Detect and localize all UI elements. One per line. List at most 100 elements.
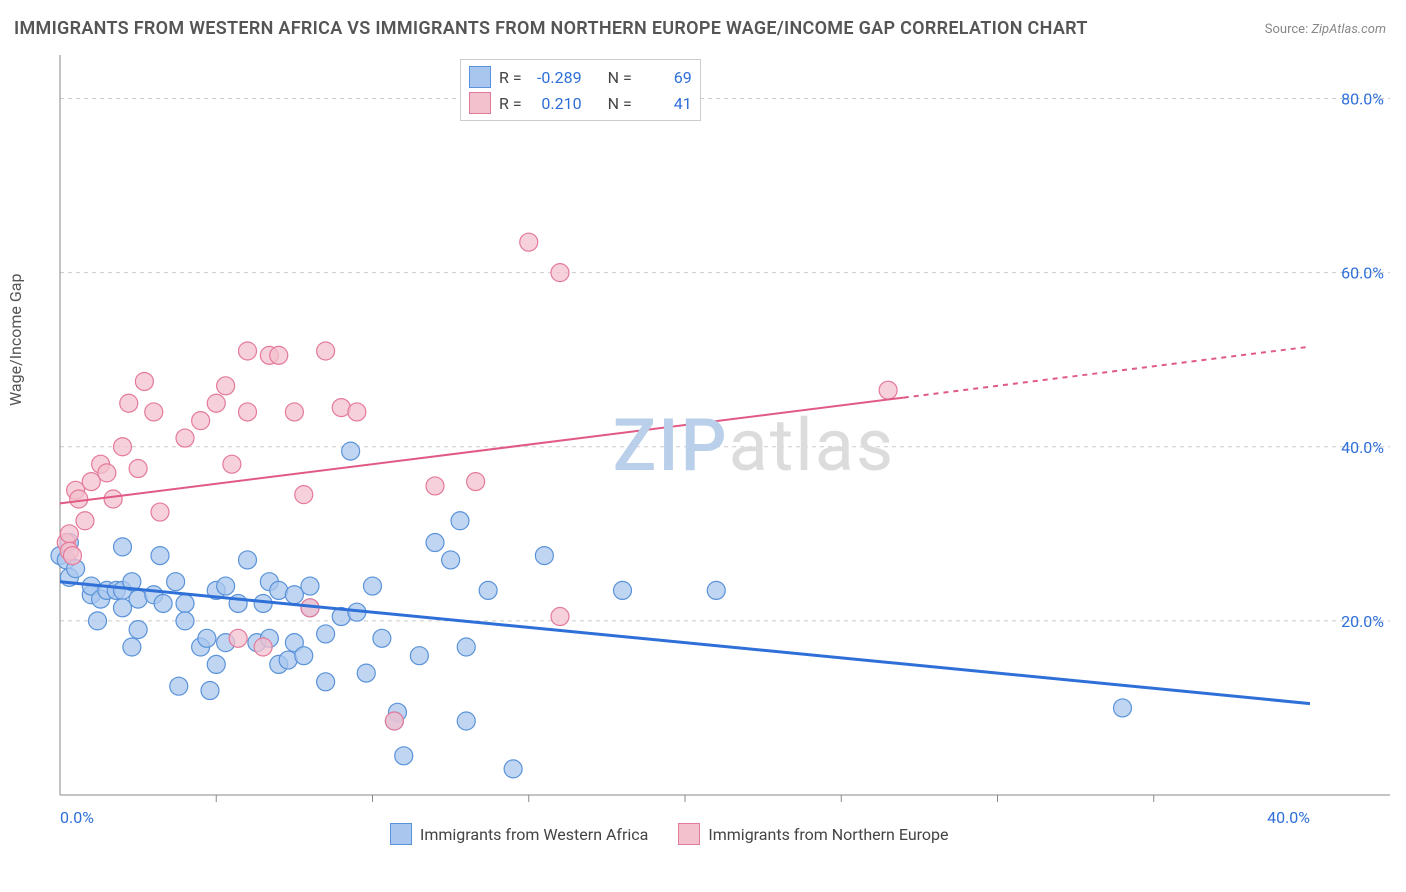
data-point <box>317 342 335 360</box>
correlation-legend-row: R = -0.289 N = 69 <box>469 64 692 90</box>
correlation-legend-row: R = 0.210N = 41 <box>469 90 692 116</box>
data-point <box>129 621 147 639</box>
data-point <box>295 486 313 504</box>
data-point <box>217 377 235 395</box>
data-point <box>385 712 403 730</box>
data-point <box>520 233 538 251</box>
data-point <box>104 490 122 508</box>
data-point <box>70 490 88 508</box>
data-point <box>551 264 569 282</box>
legend-swatch <box>390 823 412 845</box>
data-point <box>89 612 107 630</box>
data-point <box>504 760 522 778</box>
n-value: 41 <box>640 94 692 113</box>
data-point <box>82 473 100 491</box>
data-point <box>207 394 225 412</box>
data-point <box>192 412 210 430</box>
series-legend-item: Immigrants from Western Africa <box>390 823 648 845</box>
svg-text:40.0%: 40.0% <box>1341 438 1384 457</box>
data-point <box>151 547 169 565</box>
n-label: N = <box>608 68 632 87</box>
data-point <box>254 638 272 656</box>
data-point <box>426 534 444 552</box>
data-point <box>535 547 553 565</box>
r-value: -0.289 <box>530 68 582 87</box>
data-point <box>457 638 475 656</box>
data-point <box>879 381 897 399</box>
source-attribution: Source: ZipAtlas.com <box>1265 22 1386 37</box>
data-point <box>207 655 225 673</box>
data-point <box>239 342 257 360</box>
data-point <box>395 747 413 765</box>
data-point <box>151 503 169 521</box>
series-legend-label: Immigrants from Northern Europe <box>708 825 948 844</box>
data-point <box>114 538 132 556</box>
data-point <box>154 594 172 612</box>
svg-text:80.0%: 80.0% <box>1341 90 1384 109</box>
svg-text:20.0%: 20.0% <box>1341 612 1384 631</box>
n-value: 69 <box>640 68 692 87</box>
data-point <box>176 429 194 447</box>
data-point <box>129 460 147 478</box>
data-point <box>60 525 78 543</box>
data-point <box>1114 699 1132 717</box>
data-point <box>120 394 138 412</box>
data-point <box>229 629 247 647</box>
data-point <box>551 608 569 626</box>
chart-svg: 20.0% 40.0% 60.0% 80.0% 0.0% 40.0% <box>50 55 1390 845</box>
data-point <box>451 512 469 530</box>
data-point <box>467 473 485 491</box>
chart-plot-area: 20.0%40.0%60.0%80.0%0.0%40.0% ZIPatlas R… <box>50 55 1390 845</box>
data-point <box>135 372 153 390</box>
source-link[interactable]: ZipAtlas.com <box>1311 22 1386 37</box>
series-legend-label: Immigrants from Western Africa <box>420 825 648 844</box>
data-point <box>198 629 216 647</box>
chart-title: IMMIGRANTS FROM WESTERN AFRICA VS IMMIGR… <box>14 18 1088 39</box>
svg-text:60.0%: 60.0% <box>1341 264 1384 283</box>
r-label: R = <box>499 68 522 87</box>
data-point <box>114 438 132 456</box>
series-legend: Immigrants from Western Africa Immigrants… <box>390 823 949 845</box>
legend-swatch <box>469 92 491 114</box>
data-point <box>348 403 366 421</box>
data-point <box>410 647 428 665</box>
data-point <box>442 551 460 569</box>
data-point <box>285 586 303 604</box>
data-point <box>239 551 257 569</box>
data-point <box>357 664 375 682</box>
data-point <box>614 581 632 599</box>
data-point <box>239 403 257 421</box>
data-point <box>223 455 241 473</box>
legend-swatch <box>678 823 700 845</box>
svg-text:40.0%: 40.0% <box>1267 808 1310 827</box>
data-point <box>285 403 303 421</box>
data-point <box>479 581 497 599</box>
source-prefix: Source: <box>1265 22 1312 37</box>
data-point <box>364 577 382 595</box>
data-point <box>342 442 360 460</box>
r-label: R = <box>499 94 522 113</box>
data-point <box>201 682 219 700</box>
data-point <box>167 573 185 591</box>
data-point <box>373 629 391 647</box>
data-point <box>98 464 116 482</box>
data-point <box>457 712 475 730</box>
data-point <box>426 477 444 495</box>
data-point <box>295 647 313 665</box>
legend-swatch <box>469 66 491 88</box>
data-point <box>76 512 94 530</box>
data-point <box>707 581 725 599</box>
data-point <box>176 612 194 630</box>
data-point <box>145 403 163 421</box>
data-point <box>123 638 141 656</box>
data-point <box>301 577 319 595</box>
data-point <box>170 677 188 695</box>
data-point <box>217 577 235 595</box>
n-label: N = <box>608 94 632 113</box>
data-point <box>176 594 194 612</box>
data-point <box>64 547 82 565</box>
svg-text:0.0%: 0.0% <box>60 808 94 827</box>
data-point <box>270 346 288 364</box>
trend-line-dashed <box>904 347 1310 398</box>
data-point <box>114 599 132 617</box>
